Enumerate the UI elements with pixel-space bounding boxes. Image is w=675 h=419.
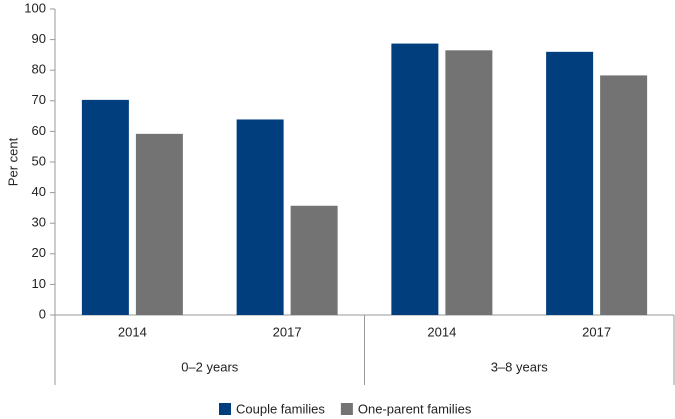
group-label: 0–2 years — [181, 359, 239, 374]
legend-label: One-parent families — [358, 401, 472, 416]
y-tick-label: 30 — [32, 215, 46, 230]
y-tick-label: 70 — [32, 92, 46, 107]
y-axis-label: Per cent — [5, 137, 20, 186]
bar — [135, 133, 183, 315]
x-tick-label: 2014 — [427, 324, 456, 339]
group-label: 3–8 years — [491, 359, 549, 374]
y-tick-label: 100 — [24, 0, 46, 15]
y-tick-label: 0 — [39, 306, 46, 321]
bar — [445, 50, 493, 316]
x-tick-label: 2014 — [118, 324, 147, 339]
bar — [81, 99, 129, 315]
legend-swatch — [340, 403, 353, 415]
legend-label: Couple families — [236, 401, 325, 416]
bar — [391, 43, 439, 315]
bar — [600, 75, 648, 315]
y-tick-label: 60 — [32, 123, 46, 138]
y-tick-label: 40 — [32, 184, 46, 199]
y-tick-label: 50 — [32, 153, 46, 168]
x-tick-label: 2017 — [273, 324, 302, 339]
bar — [290, 205, 338, 315]
y-tick-label: 90 — [32, 31, 46, 46]
bar — [546, 51, 594, 316]
y-tick-label: 10 — [32, 276, 46, 291]
y-tick-label: 80 — [32, 62, 46, 77]
legend-swatch — [219, 403, 231, 415]
y-tick-label: 20 — [32, 245, 46, 260]
x-tick-label: 2017 — [582, 324, 611, 339]
bar — [236, 119, 284, 315]
